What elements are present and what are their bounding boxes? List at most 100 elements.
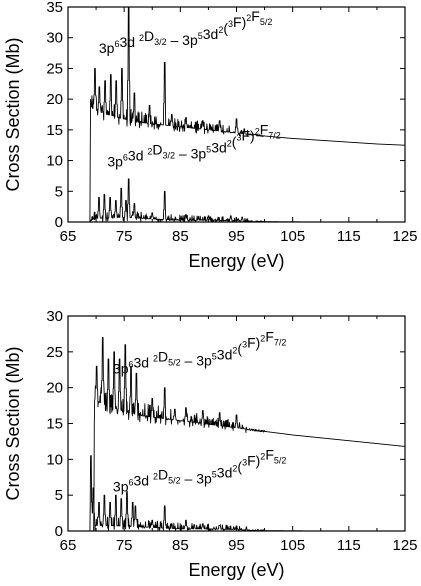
y-tick-label: 20	[46, 380, 63, 397]
annotation-part: 3	[242, 458, 247, 468]
y-tick-label: 15	[46, 416, 63, 433]
series-line-1	[67, 6, 406, 223]
annotation-part: 7/2	[274, 337, 287, 347]
annotation-part: 2	[232, 345, 237, 355]
x-tick-label: 115	[337, 537, 361, 554]
annotation-part: – 3p	[181, 352, 212, 368]
annotation-part: 6	[129, 478, 134, 488]
x-tick-label: 105	[280, 228, 305, 245]
annotation-part: 2	[147, 147, 152, 157]
y-tick-label: 0	[55, 523, 63, 540]
series-line-2	[67, 178, 406, 223]
series-annotation-1: 3p63d 2D5/2 – 3p53d2(3F)2F7/2	[113, 328, 286, 376]
annotation-part: 5/2	[168, 476, 181, 486]
annotation-part: D	[152, 142, 162, 158]
annotation-part: 6	[129, 359, 134, 369]
annotation-part: F	[265, 328, 274, 344]
annotation-part: 3p	[113, 360, 129, 376]
annotation-part: D	[158, 467, 168, 483]
x-tick-label: 65	[60, 537, 77, 554]
y-tick-label: 10	[46, 153, 63, 170]
y-tick-label: 30	[46, 308, 63, 325]
annotation-part: 5/2	[274, 456, 287, 466]
y-tick-label: 5	[55, 183, 63, 200]
series-annotation-2: 3p63d 2D5/2 – 3p53d2(3F)2F5/2	[113, 447, 286, 495]
y-tick-label: 20	[46, 91, 63, 108]
y-tick-label: 25	[46, 344, 63, 361]
annotation-part: F)	[233, 14, 246, 30]
x-tick-label: 95	[228, 537, 245, 554]
annotation-part: 3/2	[163, 151, 176, 161]
annotation-part: 2	[153, 472, 158, 482]
y-tick-label: 0	[55, 214, 63, 231]
x-tick-label: 85	[172, 228, 189, 245]
annotation-part: 2	[139, 33, 144, 43]
annotation-part: 3	[242, 339, 247, 349]
annotation-part: – 3p	[167, 32, 198, 48]
annotation-part: 6	[123, 153, 128, 163]
x-tick-label: 95	[228, 228, 245, 245]
annotation-part: (	[223, 20, 228, 36]
y-tick-label: 35	[46, 0, 63, 16]
series-annotation-1: 3p63d 2D3/2 – 3p53d2(3F)2F5/2	[99, 8, 272, 56]
y-tick-label: 25	[46, 60, 63, 77]
annotation-part: 2	[153, 353, 158, 363]
annotation-part: 6	[114, 39, 119, 49]
annotation-part: 3d	[211, 140, 227, 156]
annotation-part: 3	[228, 19, 233, 29]
y-tick-label: 15	[46, 122, 63, 139]
y-tick-label: 5	[55, 487, 63, 504]
annotation-part: D	[158, 348, 168, 364]
annotation-part: 5	[212, 470, 217, 480]
series-line-2	[67, 455, 406, 532]
annotation-part: F)	[247, 334, 260, 350]
annotation-part: 5/2	[168, 357, 181, 367]
annotation-part: 3d	[217, 346, 233, 362]
annotation-part: (	[237, 340, 242, 356]
y-axis-label: Cross Section (Mb)	[3, 346, 23, 500]
annotation-part: 3	[236, 133, 241, 143]
annotation-part: 5	[198, 31, 203, 41]
y-tick-label: 30	[46, 30, 63, 47]
annotation-part: 2	[232, 464, 237, 474]
x-tick-label: 75	[116, 228, 133, 245]
annotation-part: 5/2	[260, 17, 273, 27]
annotation-part: F	[260, 122, 269, 138]
annotation-part: 3d	[134, 473, 153, 489]
annotation-part: 2	[246, 13, 251, 23]
x-tick-label: 75	[116, 537, 133, 554]
annotation-part: F	[265, 447, 274, 463]
annotation-part: 3/2	[154, 37, 167, 47]
annotation-part: 3d	[128, 148, 147, 164]
x-tick-label: 105	[280, 537, 305, 554]
annotation-part: 3p	[99, 40, 115, 56]
annotation-part: 3d	[203, 26, 219, 42]
x-tick-label: 125	[392, 228, 417, 245]
annotation-part: 3d	[134, 354, 153, 370]
series-line-1	[67, 337, 406, 532]
x-axis-label: Energy (eV)	[188, 251, 284, 271]
x-tick-label: 85	[172, 537, 189, 554]
annotation-part: F	[251, 8, 260, 24]
annotation-part: – 3p	[175, 146, 206, 162]
annotation-part: 3p	[107, 154, 123, 170]
annotation-part: – 3p	[181, 471, 212, 487]
annotation-part: (	[237, 459, 242, 475]
annotation-part: 2	[255, 127, 260, 137]
annotation-part: 3d	[119, 34, 138, 50]
y-tick-label: 10	[46, 451, 63, 468]
annotation-part: 3p	[113, 479, 129, 495]
series-annotation-2: 3p63d 2D3/2 – 3p53d2(3F)2F7/2	[107, 122, 280, 170]
x-tick-label: 125	[392, 537, 417, 554]
annotation-part: 2	[218, 25, 223, 35]
annotation-part: 5	[212, 351, 217, 361]
annotation-part: 3d	[217, 465, 233, 481]
y-axis-label: Cross Section (Mb)	[3, 37, 23, 191]
annotation-part: D	[144, 28, 154, 44]
annotation-part: 7/2	[268, 131, 281, 141]
annotation-part: F)	[247, 453, 260, 469]
x-tick-label: 115	[337, 228, 361, 245]
annotation-part: (	[232, 134, 237, 150]
x-axis-label: Energy (eV)	[188, 560, 284, 580]
